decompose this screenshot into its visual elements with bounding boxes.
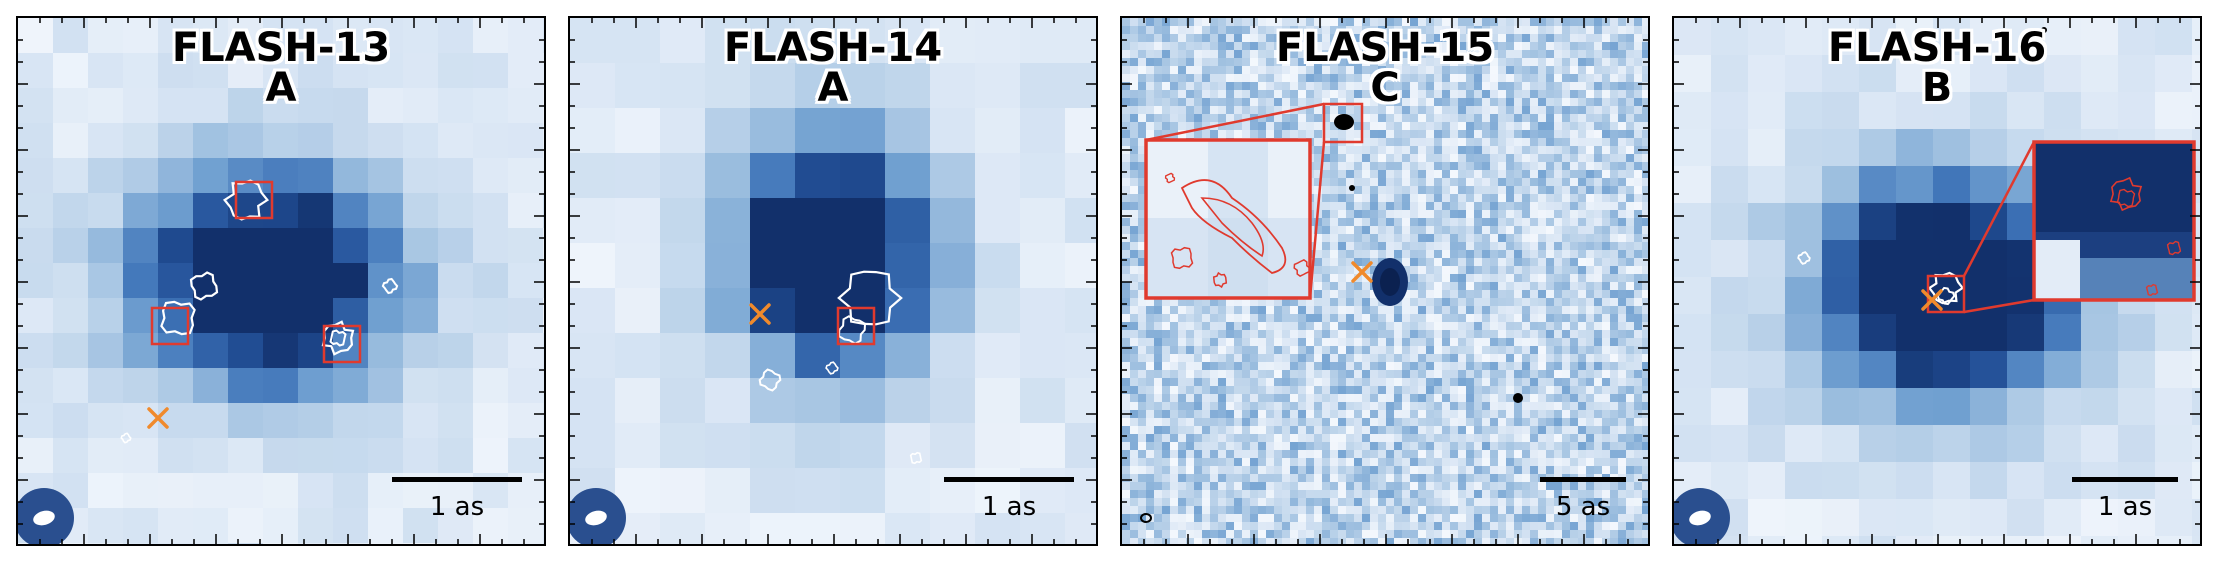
position-cross-marker bbox=[1351, 261, 1373, 283]
source-name: FLASH-14 bbox=[723, 25, 943, 71]
inset-contour bbox=[1170, 246, 1194, 270]
star-dot bbox=[1349, 185, 1355, 191]
inset-frame bbox=[1144, 138, 1312, 300]
zoom-line bbox=[1308, 141, 1326, 299]
highlight-box bbox=[836, 306, 876, 346]
inset-contour bbox=[2145, 283, 2159, 297]
inset-contour bbox=[1200, 197, 1265, 258]
highlight-box bbox=[234, 180, 274, 220]
emission-contour bbox=[329, 329, 347, 347]
scale-label: 5 as bbox=[1555, 492, 1611, 522]
emission-contour bbox=[837, 315, 867, 345]
panel-title: FLASH-15 C bbox=[1122, 28, 1648, 108]
emission-contour bbox=[189, 271, 219, 301]
source-name: FLASH-15 bbox=[1275, 25, 1495, 71]
axis-ticks bbox=[570, 18, 1096, 544]
panel-title: FLASH-13 A bbox=[18, 28, 544, 108]
component-label: A bbox=[265, 65, 297, 111]
highlight-box bbox=[322, 324, 362, 364]
zoom-line bbox=[1145, 102, 1325, 142]
zoom-line bbox=[1963, 298, 2035, 314]
inset-contour bbox=[1212, 271, 1228, 289]
emission-contour bbox=[825, 361, 839, 375]
zoom-inset bbox=[2032, 140, 2196, 302]
component-label: A bbox=[817, 65, 849, 111]
inset-contour bbox=[1293, 259, 1311, 277]
zoom-inset bbox=[1144, 138, 1312, 300]
inset-contour bbox=[1164, 172, 1176, 184]
emission-contour bbox=[909, 451, 923, 465]
highlight-box bbox=[1322, 102, 1364, 144]
emission-contour bbox=[381, 277, 399, 295]
panel-flash-14: FLASH-14 A 1 as bbox=[568, 16, 1098, 546]
inset-contour bbox=[1180, 179, 1287, 274]
inset-contour bbox=[2109, 176, 2143, 212]
scale-bar bbox=[2072, 477, 2178, 482]
position-cross-marker bbox=[147, 407, 169, 429]
flash-14-image bbox=[570, 18, 1096, 544]
source-name: FLASH-16 bbox=[1827, 25, 2047, 71]
panel-flash-13: FLASH-13 A 1 as bbox=[16, 16, 546, 546]
scale-label: 1 as bbox=[981, 492, 1037, 522]
source-core bbox=[1380, 268, 1400, 296]
scale-bar bbox=[1540, 477, 1626, 482]
beam-ellipse bbox=[1140, 513, 1152, 523]
scale-bar bbox=[944, 477, 1074, 482]
source-name: FLASH-13 bbox=[171, 25, 391, 71]
beam-ellipse bbox=[1674, 488, 1730, 544]
axis-ticks bbox=[1122, 18, 1648, 544]
panel-title: FLASH-16 B bbox=[1674, 28, 2200, 108]
emission-contour bbox=[837, 270, 903, 326]
flash-15-image bbox=[1122, 18, 1648, 544]
scale-bar bbox=[392, 477, 522, 482]
panel-flash-15: FLASH-15 C 5 as bbox=[1120, 16, 1650, 546]
flash-13-image bbox=[18, 18, 544, 544]
star-dot bbox=[1513, 393, 1523, 403]
beam-ellipse bbox=[570, 488, 626, 544]
beam-ellipse bbox=[18, 488, 74, 544]
panel-flash-16: FLASH-16 B 1 as bbox=[1672, 16, 2202, 546]
emission-contour bbox=[120, 432, 132, 444]
component-label: C bbox=[1370, 65, 1400, 111]
axis-ticks bbox=[18, 18, 544, 544]
panel-title: FLASH-14 A bbox=[570, 28, 1096, 108]
zoom-line bbox=[1962, 141, 2036, 277]
source-blob bbox=[1334, 114, 1354, 130]
inset-frame bbox=[2032, 140, 2196, 302]
axis-ticks bbox=[1674, 18, 2200, 544]
position-cross-marker bbox=[1921, 289, 1943, 311]
highlight-box bbox=[150, 306, 190, 346]
inset-contour bbox=[2116, 188, 2136, 208]
flash-16-image bbox=[1674, 18, 2200, 544]
position-cross-marker bbox=[749, 303, 771, 325]
star-dot bbox=[2041, 27, 2047, 33]
component-label: B bbox=[1921, 65, 1953, 111]
emission-contour bbox=[758, 368, 782, 392]
emission-contour bbox=[1797, 251, 1811, 265]
scale-label: 1 as bbox=[2097, 492, 2153, 522]
inset-contour bbox=[2166, 240, 2182, 256]
scale-label: 1 as bbox=[429, 492, 485, 522]
